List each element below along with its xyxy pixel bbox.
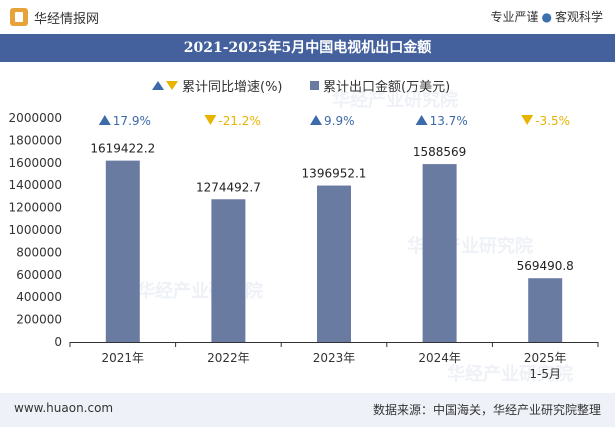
legend: 累计同比增速(%) 累计出口金额(万美元) [152,79,450,95]
top-bar: 华经情报网 专业严谨 ● 客观科学 [0,0,615,34]
y-tick-label: 2000000 [9,111,62,125]
y-tick-label: 1400000 [9,178,62,192]
footer-website[interactable]: www.huaon.com [14,401,114,415]
bar [211,199,246,342]
bars: 1619422.2 1274492.7 1396952.1 1588569 569490… [90,142,574,342]
title-bar: 2021-2025年5月中国电视机出口金额 [0,34,615,62]
y-tick-label: 800000 [16,245,62,259]
bar-value-label: 1619422.2 [90,142,155,156]
growth-value-label: 9.9% [324,114,355,128]
chart-title: 2021-2025年5月中国电视机出口金额 [183,40,432,56]
x-tick-label: 2021年 [102,351,145,365]
brand-name: 华经情报网 [34,12,100,27]
growth-value-label: 13.7% [430,114,468,128]
y-axis: 0 200000 400000 600000 800000 1000000 1200000 1… [9,111,62,349]
legend-bar-swatch [310,81,319,90]
x-axis: 2021年 2022年 2023年 2024年 2025年 1-5月 [69,342,599,381]
bar [105,160,140,342]
huajing-logo-icon [10,8,28,26]
slogan-dot: ● [541,10,552,24]
legend-growth-label: 累计同比增速(%) [182,80,283,95]
growth-down-triangle-icon [204,115,217,125]
y-tick-label: 400000 [16,290,62,304]
y-tick-label: 1600000 [9,156,62,170]
bar [317,185,351,342]
growth-markers: 17.9% -21.2% 9.9% 13.7% -3.5% [98,114,570,128]
bar-value-label: 1396952.1 [302,167,367,181]
bar-value-label: 569490.8 [517,259,574,273]
growth-value-label: -21.2% [218,114,260,128]
x-tick-label: 2022年 [207,351,250,365]
x-tick-label: 2023年 [313,351,356,365]
bar-value-label: 1274492.7 [196,180,261,194]
y-tick-label: 1800000 [9,133,62,147]
slogan-right: 客观科学 [554,10,603,24]
growth-down-triangle-icon [521,115,534,125]
y-tick-label: 0 [54,335,62,349]
y-tick-label: 200000 [16,313,62,327]
legend-up-triangle-icon [152,81,164,90]
slogan-left: 专业严谨 [490,10,539,24]
bar-value-label: 1588569 [413,145,466,159]
growth-up-triangle-icon [98,115,111,125]
x-tick-label: 2025年 1-5月 [524,351,567,381]
footer: www.huaon.com 数据来源：中国海关，华经产业研究院整理 [0,393,615,427]
footer-source: 数据来源：中国海关，华经产业研究院整理 [372,403,601,417]
growth-up-triangle-icon [310,115,322,125]
legend-bar-label: 累计出口金额(万美元) [323,79,450,95]
bar [528,278,563,342]
legend-down-triangle-icon [166,81,178,90]
bar [422,164,457,342]
watermark-text: 华经产业研究院 [447,363,573,385]
y-tick-label: 600000 [16,268,62,282]
slogan: 专业严谨 ● 客观科学 [490,8,603,25]
growth-up-triangle-icon [415,115,428,125]
growth-value-label: 17.9% [113,114,151,128]
watermark-text: 华经产业研究院 [332,89,458,111]
y-tick-label: 1200000 [9,201,62,215]
growth-value-label: -3.5% [535,114,570,128]
y-tick-label: 1000000 [9,223,62,237]
x-tick-label: 2024年 [418,351,461,365]
